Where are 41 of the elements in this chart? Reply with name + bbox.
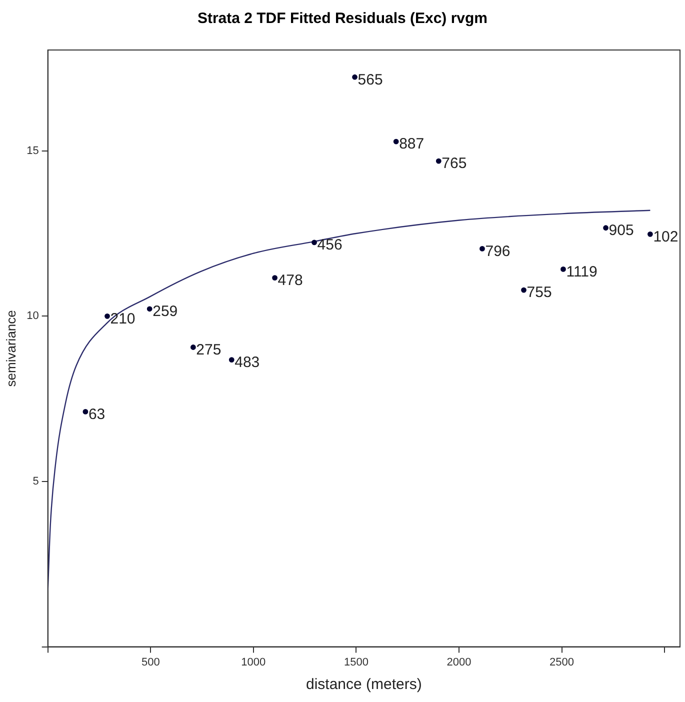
annotation: 63 <box>88 406 106 423</box>
annotation: 765 <box>442 155 467 172</box>
y-tick-label: 5 <box>32 476 39 488</box>
x-tick-label: 1500 <box>344 656 368 668</box>
point <box>352 74 358 80</box>
y-tick-label: 10 <box>26 310 39 322</box>
point <box>82 409 88 414</box>
annotation: 456 <box>317 236 342 254</box>
point <box>228 357 234 363</box>
x-tick-label: 500 <box>141 656 160 668</box>
point <box>104 313 110 319</box>
point <box>603 225 608 231</box>
chart-title: Strata 2 TDF Fitted Residuals (Exc) rvgm <box>196 10 489 27</box>
y-axis-title: semivariance <box>3 310 18 387</box>
point <box>647 231 653 237</box>
annotation: 565 <box>358 71 383 88</box>
point <box>272 275 278 281</box>
annotation: 275 <box>196 341 222 358</box>
y-tick-label: 15 <box>26 144 39 157</box>
annotation: 102 <box>653 228 678 246</box>
point <box>312 240 317 246</box>
annotation: 259 <box>152 303 178 320</box>
point <box>560 266 566 272</box>
x-tick-label: 1000 <box>241 656 266 668</box>
point <box>393 138 399 144</box>
point <box>146 306 152 312</box>
annotation: 478 <box>278 272 303 289</box>
point <box>436 158 442 164</box>
x-tick-label: 2500 <box>550 656 574 668</box>
x-tick-label: 2000 <box>446 656 472 668</box>
annotation: 1119 <box>566 263 598 280</box>
annotation: 905 <box>608 222 634 240</box>
x-axis-title: distance (meters) <box>306 676 422 694</box>
annotation: 210 <box>110 310 136 328</box>
annotation: 887 <box>399 136 424 153</box>
annotation: 483 <box>234 354 260 371</box>
point <box>521 287 526 293</box>
point <box>190 344 196 350</box>
point <box>480 246 485 252</box>
annotation: 796 <box>485 242 510 260</box>
annotation: 755 <box>526 284 552 302</box>
